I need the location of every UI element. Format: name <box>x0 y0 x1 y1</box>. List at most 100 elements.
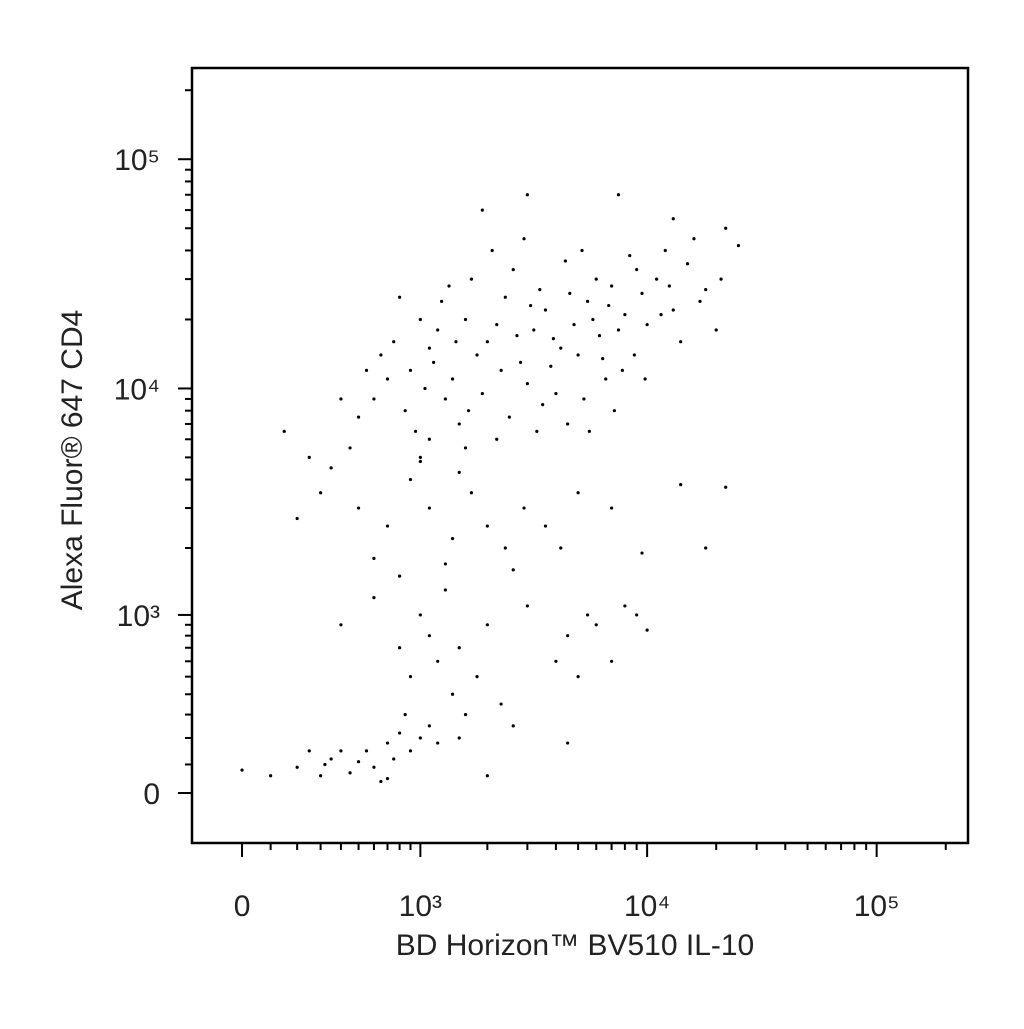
event-dot <box>704 546 708 550</box>
event-dot <box>490 248 494 253</box>
event-dot <box>609 659 614 663</box>
event-dot <box>423 386 427 391</box>
event-dot <box>698 299 702 303</box>
event-dot <box>398 574 402 578</box>
event-dot <box>640 551 644 555</box>
event-dot <box>463 446 468 450</box>
event-dot <box>604 377 608 381</box>
event-dot <box>609 506 614 510</box>
event-dot <box>503 546 507 550</box>
event-dot <box>485 524 489 528</box>
event-dot <box>616 193 621 197</box>
event-dot <box>525 382 529 386</box>
event-dot <box>408 749 413 753</box>
event-dot <box>518 360 523 364</box>
event-dot <box>385 741 390 745</box>
event-dot <box>511 568 515 572</box>
event-dot <box>714 328 718 332</box>
event-dot <box>499 702 503 706</box>
event-dot <box>356 415 361 419</box>
event-dot <box>457 470 461 474</box>
x-tick-label: 10³ <box>399 890 442 923</box>
event-dot <box>554 659 558 663</box>
event-dot <box>398 646 402 650</box>
event-dot <box>443 397 447 401</box>
event-dot <box>413 429 418 433</box>
event-dot <box>454 340 458 344</box>
event-dot <box>307 749 311 753</box>
event-dot <box>392 757 396 761</box>
event-dot <box>538 287 542 292</box>
event-dot <box>485 774 489 778</box>
event-dot <box>645 322 649 327</box>
event-dot <box>443 588 447 592</box>
event-dot <box>318 491 323 495</box>
event-dot <box>724 226 728 230</box>
event-dot <box>582 397 586 401</box>
event-dot <box>440 299 444 303</box>
event-dot <box>495 322 499 327</box>
event-dot <box>348 771 352 775</box>
event-dot <box>475 353 479 357</box>
event-dot <box>532 328 536 332</box>
event-dot <box>339 749 343 753</box>
event-dot <box>295 516 299 521</box>
event-dot <box>503 295 507 299</box>
event-dot <box>549 364 553 368</box>
event-dot <box>485 340 489 344</box>
y-tick-label: 0 <box>143 778 160 811</box>
event-dot <box>364 749 369 753</box>
event-dot <box>635 613 639 617</box>
event-dot <box>427 506 431 510</box>
event-dot <box>385 524 390 528</box>
event-dot <box>576 491 580 495</box>
event-dot <box>566 634 570 638</box>
event-dot <box>403 409 407 413</box>
event-dot <box>356 760 361 764</box>
event-dot <box>295 765 299 769</box>
event-dot <box>450 692 455 696</box>
event-dot <box>667 284 671 288</box>
event-dot <box>623 604 627 608</box>
event-dot <box>543 524 548 528</box>
event-dot <box>480 208 484 212</box>
event-dot <box>457 736 461 740</box>
x-tick-label: 0 <box>234 890 251 923</box>
x-tick-label: 10⁵ <box>854 890 900 923</box>
event-dot <box>469 491 474 495</box>
event-dot <box>535 429 539 433</box>
event-dot <box>392 340 396 344</box>
plot-frame <box>190 66 970 845</box>
event-dot <box>576 675 580 679</box>
event-dot <box>469 277 474 281</box>
event-dot <box>372 556 376 560</box>
event-dot <box>379 779 383 784</box>
event-dot <box>339 623 343 627</box>
event-dot <box>495 437 499 441</box>
event-dot <box>724 485 728 489</box>
event-dot <box>591 317 595 322</box>
event-dot <box>318 774 323 778</box>
event-dot <box>408 368 413 372</box>
event-dot <box>364 368 369 372</box>
event-dot <box>554 391 558 396</box>
event-dot <box>372 397 376 401</box>
event-dot <box>450 537 455 541</box>
y-tick-label: 10⁴ <box>114 373 160 406</box>
event-dot <box>427 724 431 728</box>
event-dot <box>379 353 383 357</box>
event-dot <box>692 237 696 241</box>
y-tick-label: 10³ <box>117 600 160 633</box>
event-dot <box>432 360 436 364</box>
event-dot <box>645 628 649 632</box>
event-dot <box>323 762 327 767</box>
event-dot <box>543 308 548 312</box>
event-dot <box>568 291 572 295</box>
event-dot <box>522 237 526 241</box>
event-dot <box>403 712 407 717</box>
event-dot <box>408 477 413 482</box>
event-dot <box>418 613 422 617</box>
event-dot <box>529 303 533 308</box>
